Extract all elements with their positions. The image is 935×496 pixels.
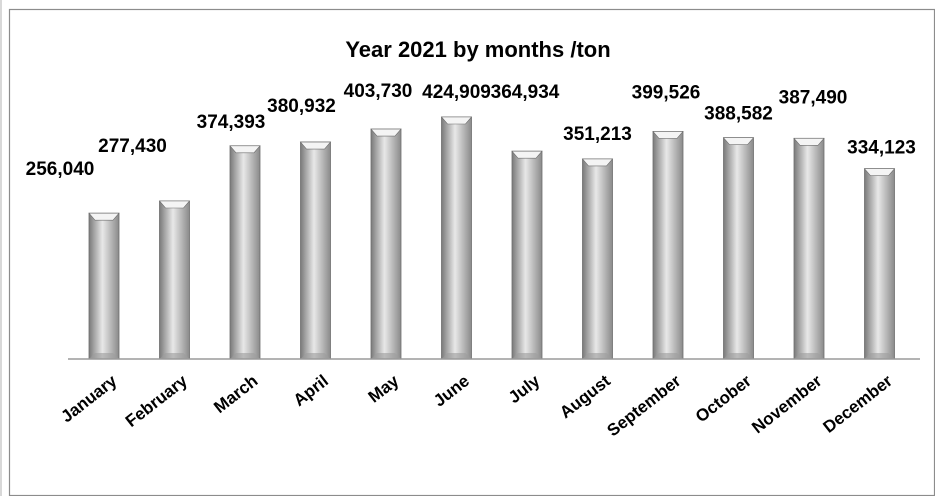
value-label: 334,123 (847, 138, 916, 159)
value-label: 351,213 (563, 124, 632, 145)
bar-january (88, 212, 120, 360)
bar-top-bevel (370, 128, 402, 137)
bar-april (299, 141, 332, 360)
bar-december (863, 168, 896, 360)
value-label: 387,490 (779, 87, 848, 108)
bar (229, 145, 261, 360)
bar-bottom-bevel (794, 353, 824, 359)
bar (652, 131, 684, 360)
value-label: 388,582 (704, 104, 773, 125)
value-label: 424,909 (422, 82, 491, 103)
value-label: 256,040 (26, 159, 95, 180)
bar (88, 212, 120, 360)
bar (582, 158, 613, 360)
bars-group (88, 116, 896, 360)
value-label: 403,730 (344, 81, 413, 102)
bar-bottom-bevel (230, 353, 260, 359)
bar-top-bevel (722, 137, 755, 145)
bar-bottom-bevel (582, 353, 613, 359)
bar-bottom-bevel (723, 353, 754, 359)
value-label: 399,526 (632, 83, 701, 104)
bar-top-bevel (581, 158, 614, 167)
bar-bottom-bevel (864, 353, 895, 359)
bar (723, 137, 754, 360)
bar-top-bevel (652, 131, 684, 139)
bar-september (652, 131, 684, 360)
bar (370, 128, 402, 360)
bar-top-bevel (88, 212, 120, 221)
chart-title: Year 2021 by months /ton (345, 37, 610, 62)
bar (864, 168, 895, 360)
bar-march (229, 145, 261, 360)
bar-bottom-bevel (89, 353, 119, 359)
value-label: 380,932 (267, 96, 336, 117)
bar (300, 141, 331, 360)
bar-november (793, 137, 825, 360)
bar-top-bevel (299, 141, 332, 150)
bar (441, 116, 472, 360)
bar-top-bevel (440, 116, 473, 125)
bar (793, 137, 825, 360)
value-label: 364,934 (491, 82, 560, 103)
value-label: 277,430 (98, 136, 167, 157)
bar-july (511, 150, 543, 360)
bar-bottom-bevel (512, 353, 542, 359)
bar-february (158, 200, 191, 360)
bar-top-bevel (158, 200, 191, 209)
bar-may (370, 128, 402, 360)
bar-august (581, 158, 614, 360)
bar-bottom-bevel (300, 353, 331, 359)
bar-june (440, 116, 473, 360)
bar-bottom-bevel (441, 353, 472, 359)
bar (159, 200, 190, 360)
bar-top-bevel (863, 168, 896, 177)
bar-top-bevel (793, 138, 825, 146)
bar-bottom-bevel (653, 353, 683, 359)
bar-top-bevel (511, 150, 543, 159)
bar-bottom-bevel (159, 353, 190, 359)
bar-bottom-bevel (371, 353, 401, 359)
bar-top-bevel (229, 145, 261, 154)
bar (511, 150, 543, 360)
bar-october (722, 137, 755, 360)
value-label: 374,393 (197, 112, 266, 133)
